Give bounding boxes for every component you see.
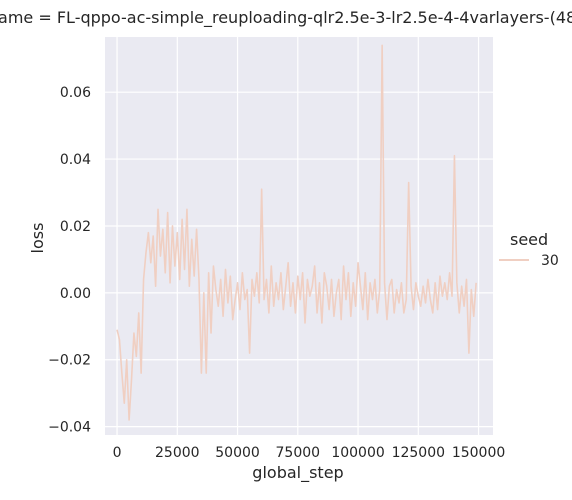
x-tick-label: 150000 [452, 445, 505, 461]
plot-background [105, 37, 493, 435]
y-axis-label: loss [28, 223, 47, 254]
legend: seed 30 [499, 230, 559, 269]
legend-title: seed [510, 230, 548, 249]
x-tick-label: 0 [113, 445, 122, 461]
y-tick-label: 0.06 [60, 85, 91, 101]
x-axis-ticks: 0 25000 50000 75000 100000 125000 150000 [113, 445, 506, 461]
y-tick-label: −0.04 [48, 420, 91, 436]
y-axis-ticks: −0.04 −0.02 0.00 0.02 0.04 0.06 [48, 85, 91, 435]
chart-title: o_name = FL-qppo-ac-simple_reuploading-q… [0, 8, 572, 28]
y-tick-label: 0.00 [60, 286, 91, 302]
x-tick-label: 50000 [215, 445, 260, 461]
x-axis-label: global_step [252, 463, 343, 483]
legend-entry-label: 30 [541, 253, 559, 269]
y-tick-label: −0.02 [48, 353, 91, 369]
y-tick-label: 0.04 [60, 152, 91, 168]
x-tick-label: 100000 [331, 445, 384, 461]
series-line-seed-30 [116, 44, 477, 421]
y-tick-label: 0.02 [60, 219, 91, 235]
x-tick-label: 25000 [155, 445, 200, 461]
x-tick-label: 75000 [276, 445, 321, 461]
x-tick-label: 125000 [392, 445, 445, 461]
plot-area [105, 37, 493, 435]
